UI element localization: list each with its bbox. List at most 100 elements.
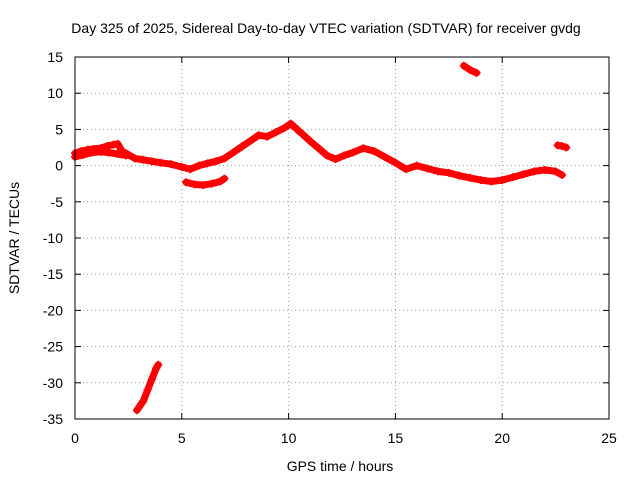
data-point <box>466 66 475 75</box>
y-tick-label: -25 <box>43 339 63 355</box>
data-point <box>113 139 122 148</box>
data-point <box>444 168 453 177</box>
data-point <box>551 167 560 176</box>
data-point <box>391 158 400 167</box>
y-axis-label: SDTVAR / TECUs <box>6 182 22 294</box>
data-point <box>88 148 97 157</box>
x-tick-label: 10 <box>281 430 297 446</box>
data-point <box>96 147 105 156</box>
data-point <box>519 170 528 179</box>
x-tick-label: 25 <box>601 430 617 446</box>
data-point <box>203 159 212 168</box>
data-point <box>254 131 263 140</box>
x-tick-label: 20 <box>494 430 510 446</box>
data-point <box>216 177 225 186</box>
data-point <box>402 165 411 174</box>
y-tick-label: 5 <box>55 121 63 137</box>
y-tick-label: -5 <box>51 194 64 210</box>
x-axis-label: GPS time / hours <box>287 458 394 474</box>
high-trace <box>459 61 481 77</box>
data-point <box>167 160 176 169</box>
data-point <box>182 178 191 187</box>
data-point <box>476 176 485 185</box>
data-point <box>220 174 229 183</box>
data-point <box>190 180 199 189</box>
data-point <box>562 143 571 152</box>
data-point <box>271 128 280 137</box>
data-point <box>263 132 272 141</box>
data-point <box>143 386 152 395</box>
data-point <box>147 375 156 384</box>
data-point <box>487 177 496 186</box>
data-point <box>540 165 549 174</box>
data-point <box>177 163 186 172</box>
data-point <box>237 142 246 151</box>
data-point <box>370 147 379 156</box>
end-trace <box>553 141 571 152</box>
data-point <box>340 151 349 160</box>
data-point <box>199 181 208 190</box>
data-point <box>314 144 323 153</box>
y-tick-label: 15 <box>47 49 63 65</box>
y-tick-label: -10 <box>43 230 63 246</box>
data-point <box>103 142 112 151</box>
data-point <box>530 167 539 176</box>
start-band <box>71 147 131 161</box>
data-point <box>293 125 302 134</box>
data-point <box>455 171 464 180</box>
data-point <box>194 161 203 170</box>
data-point <box>466 173 475 182</box>
y-tick-label: -20 <box>43 302 63 318</box>
y-tick-label: 10 <box>47 85 63 101</box>
data-point <box>139 155 148 164</box>
y-tick-label: 0 <box>55 158 63 174</box>
x-tick-label: 5 <box>178 430 186 446</box>
data-point <box>359 144 368 153</box>
data-point <box>113 150 122 159</box>
x-tick-label: 15 <box>388 430 404 446</box>
data-point <box>122 151 131 160</box>
y-tick-label: -30 <box>43 375 63 391</box>
data-point <box>132 406 141 415</box>
data-point <box>299 131 308 140</box>
data-point <box>147 157 156 166</box>
dip-trace <box>182 174 229 190</box>
data-point <box>186 165 195 174</box>
data-point <box>246 136 255 145</box>
data-point <box>79 150 88 159</box>
rise-trace <box>132 360 163 415</box>
ticks: 0 5 10 15 20 25 15 10 5 0 -5 -10 -15 -20 -25 -30 -35 <box>43 49 617 446</box>
data-point <box>207 179 216 188</box>
main-trace-line <box>71 120 566 185</box>
data-point <box>423 164 432 173</box>
data-point <box>472 68 481 77</box>
data-point <box>323 151 332 160</box>
chart-title: Day 325 of 2025, Sidereal Day-to-day VTE… <box>71 20 580 36</box>
data-point <box>380 152 389 161</box>
data-point <box>459 61 468 70</box>
data-point <box>331 155 340 164</box>
data-point <box>508 173 517 182</box>
data-point <box>286 119 295 128</box>
data-point <box>211 157 220 166</box>
x-tick-label: 0 <box>71 430 79 446</box>
data-point <box>154 360 163 369</box>
y-tick-label: -35 <box>43 411 63 427</box>
data-point <box>229 148 238 157</box>
y-tick-label: -15 <box>43 266 63 282</box>
data-point <box>280 123 289 132</box>
data-point <box>156 158 165 167</box>
data-point <box>220 154 229 163</box>
data-point <box>105 148 114 157</box>
data-point <box>498 176 507 185</box>
data-point <box>558 171 567 180</box>
data-point <box>558 142 567 151</box>
data-point <box>305 136 314 145</box>
data-point <box>348 148 357 157</box>
data-point <box>130 154 139 163</box>
data-point <box>412 161 421 170</box>
data-point <box>139 396 148 405</box>
data-series <box>71 61 571 415</box>
data-point <box>434 167 443 176</box>
